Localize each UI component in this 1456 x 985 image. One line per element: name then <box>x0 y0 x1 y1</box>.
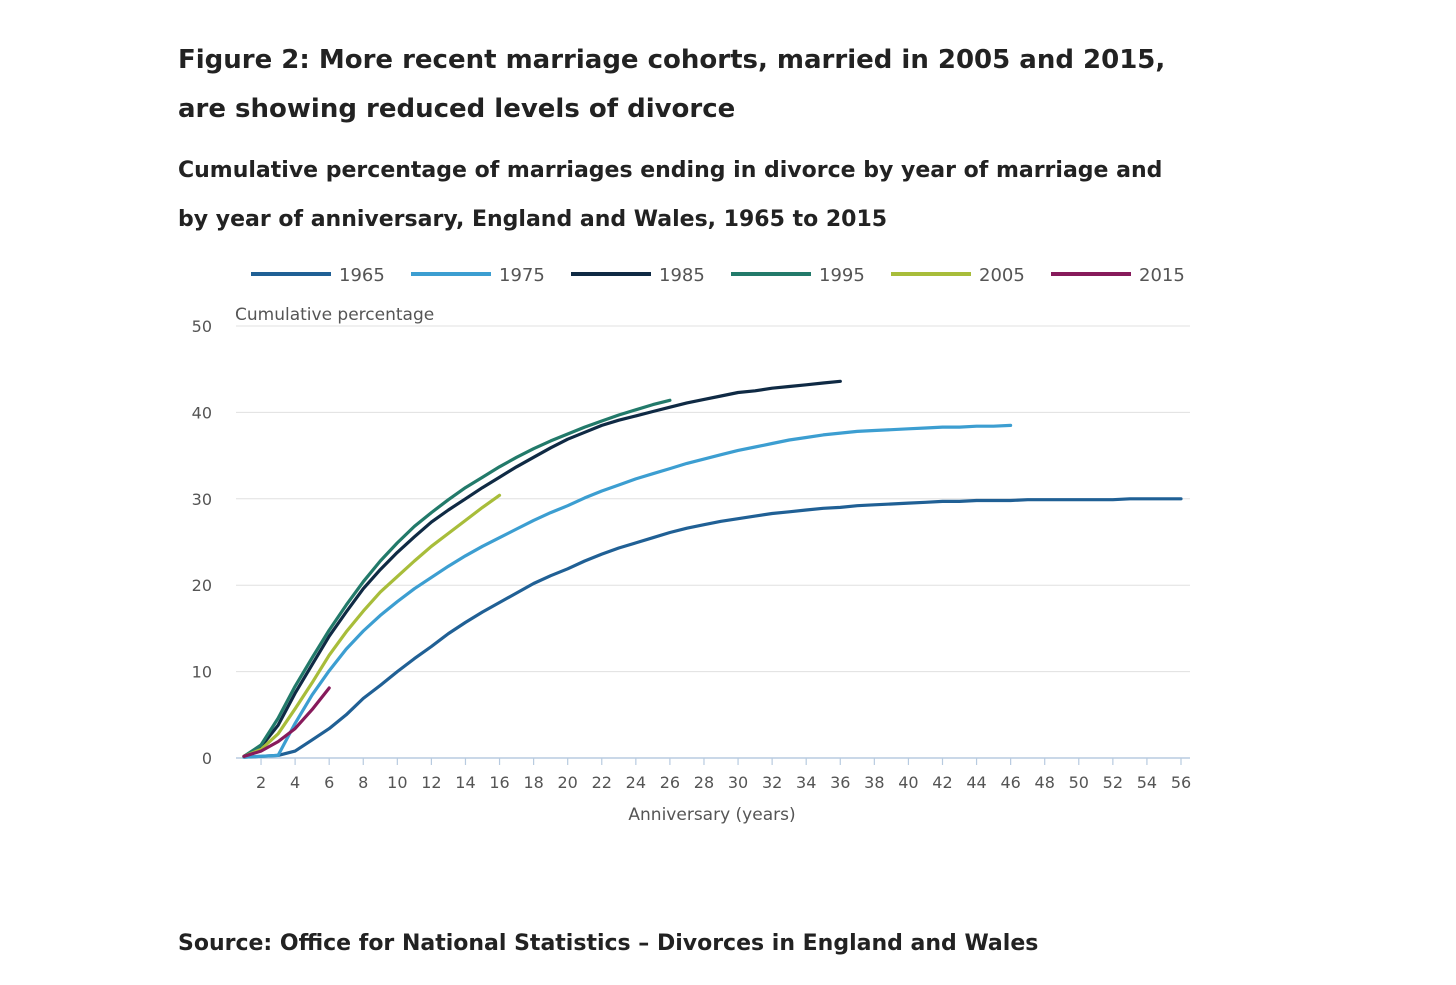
x-tick-label: 16 <box>489 773 509 792</box>
y-tick-label: 10 <box>192 663 212 682</box>
legend-label-1985: 1985 <box>659 265 705 286</box>
x-tick-label: 48 <box>1035 773 1055 792</box>
series-line-1975 <box>242 423 1013 759</box>
source-note: Source: Office for National Statistics –… <box>178 931 1039 956</box>
x-tick-label: 12 <box>421 773 441 792</box>
x-tick-label: 34 <box>796 773 816 792</box>
x-tick-label: 32 <box>762 773 782 792</box>
x-tick-label: 8 <box>358 773 368 792</box>
line-chart: Cumulative percentage Anniversary (years… <box>192 265 1192 825</box>
series-line-2005 <box>242 493 502 758</box>
x-tick-label: 28 <box>694 773 714 792</box>
x-axis-label: Anniversary (years) <box>628 805 795 825</box>
gridlines <box>236 325 1190 759</box>
chart-subtitle: Cumulative percentage of marriages endin… <box>178 158 1163 232</box>
y-tick-label: 40 <box>192 403 212 422</box>
x-tick-label: 20 <box>558 773 578 792</box>
legend-label-1965: 1965 <box>339 265 385 286</box>
legend: 1965 1975 1985 1995 2005 2015 <box>251 265 1185 286</box>
x-tick-label: 30 <box>728 773 748 792</box>
series-line-2015 <box>242 686 331 758</box>
series-line-1985 <box>242 379 842 758</box>
x-tick-label: 2 <box>256 773 266 792</box>
x-tick-label: 42 <box>932 773 952 792</box>
x-tick-label: 14 <box>455 773 475 792</box>
x-tick-label: 26 <box>660 773 680 792</box>
x-tick-label: 56 <box>1171 773 1191 792</box>
x-tick-label: 24 <box>626 773 646 792</box>
series-line-1995 <box>242 398 672 758</box>
y-tick-label: 20 <box>192 576 212 595</box>
figure-title: Figure 2: More recent marriage cohorts, … <box>178 45 1166 124</box>
y-axis-label: Cumulative percentage <box>235 305 434 325</box>
x-tick-label: 46 <box>1000 773 1020 792</box>
series-line-1965 <box>242 497 1183 759</box>
legend-label-2005: 2005 <box>979 265 1025 286</box>
x-tick-label: 52 <box>1103 773 1123 792</box>
x-tick-label: 22 <box>592 773 612 792</box>
x-tick-label: 40 <box>898 773 918 792</box>
x-tick-label: 10 <box>387 773 407 792</box>
x-tick-label: 38 <box>864 773 884 792</box>
x-tick-label: 54 <box>1137 773 1157 792</box>
x-tick-label: 4 <box>290 773 300 792</box>
x-tick-label: 6 <box>324 773 334 792</box>
x-tick-label: 50 <box>1069 773 1089 792</box>
x-tick-label: 18 <box>523 773 543 792</box>
series-lines <box>242 379 1183 759</box>
axes: Cumulative percentage Anniversary (years… <box>192 305 1192 825</box>
legend-label-2015: 2015 <box>1139 265 1185 286</box>
x-tick-label: 44 <box>966 773 986 792</box>
y-tick-label: 30 <box>192 490 212 509</box>
legend-label-1995: 1995 <box>819 265 865 286</box>
x-tick-label: 36 <box>830 773 850 792</box>
y-tick-label: 50 <box>192 317 212 336</box>
y-tick-label: 0 <box>202 749 212 768</box>
legend-label-1975: 1975 <box>499 265 545 286</box>
